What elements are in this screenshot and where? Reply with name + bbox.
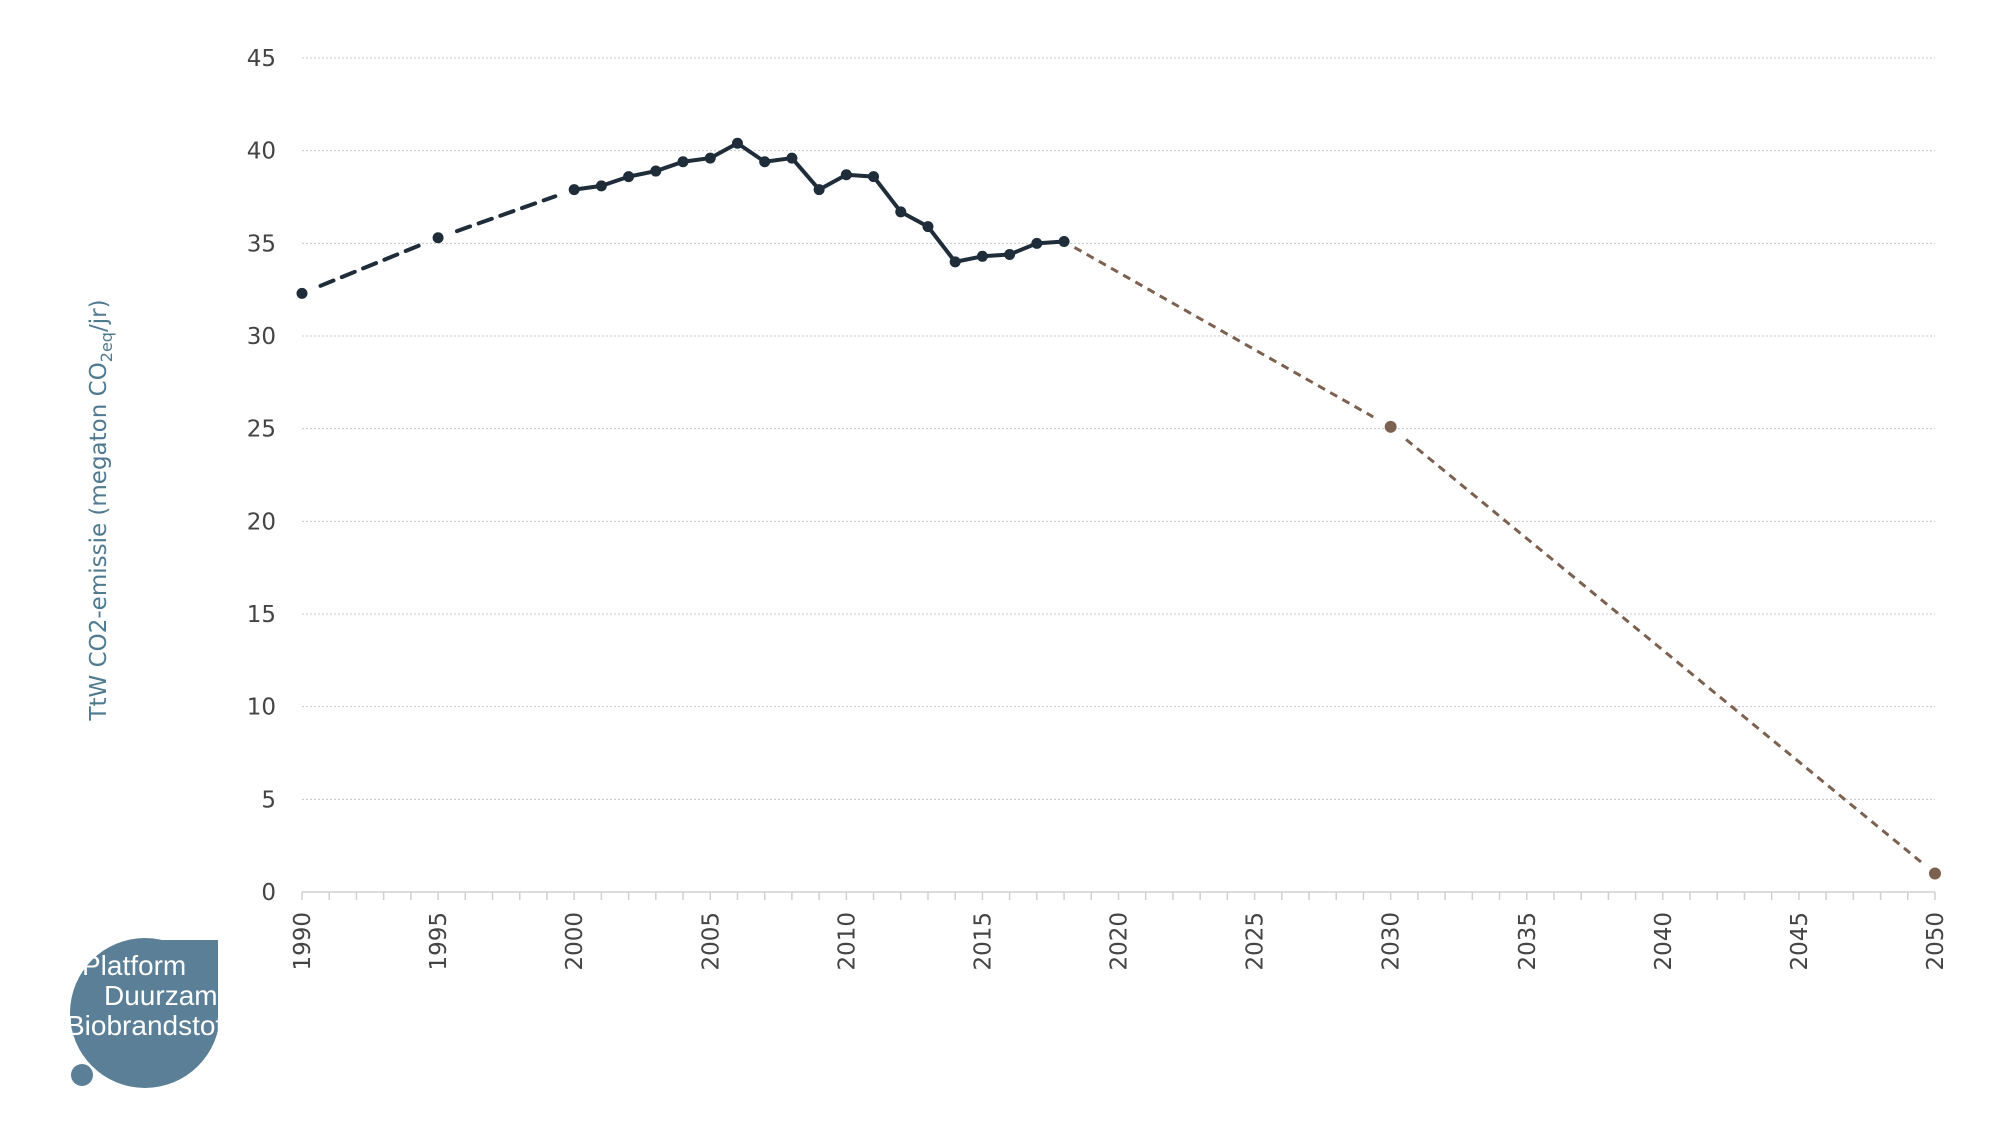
- point-historical-2004: [677, 156, 689, 168]
- y-tick-label-40: 40: [247, 139, 276, 165]
- point-historical-2012: [895, 206, 907, 218]
- y-tick-label-5: 5: [261, 787, 276, 813]
- x-tick-label-2015: 2015: [970, 912, 996, 971]
- y-tick-label-25: 25: [247, 417, 276, 443]
- x-tick-label-1990: 1990: [290, 912, 316, 971]
- point-historical-2013: [922, 221, 934, 233]
- y-tick-label-0: 0: [261, 880, 276, 906]
- axes: [301, 891, 1936, 900]
- y-tick-labels: 0 5 10 15 20 25 30 35 40 45: [247, 46, 276, 906]
- series-points: [296, 137, 1941, 880]
- x-tick-label-2030: 2030: [1379, 912, 1405, 971]
- x-tick-label-2045: 2045: [1787, 912, 1813, 971]
- series-historical-dashed-1: [318, 243, 422, 288]
- gridlines: [302, 57, 1935, 800]
- x-tick-label-2040: 2040: [1651, 912, 1677, 971]
- point-historical-2015: [976, 250, 988, 262]
- point-historical-2001: [595, 180, 607, 192]
- logo-line-3: Biobrandstoffen: [66, 1010, 262, 1041]
- y-axis-label: TtW CO2-emissie (megaton CO2eq/jr): [86, 299, 116, 721]
- logo-line-1: Platform: [82, 950, 186, 981]
- point-historical-2008: [786, 152, 798, 164]
- x-tick-label-2020: 2020: [1107, 912, 1133, 971]
- point-historical-2010: [840, 169, 852, 181]
- x-tick-label-2035: 2035: [1515, 912, 1541, 971]
- x-tick-label-2050: 2050: [1923, 912, 1949, 971]
- point-historical-2018: [1058, 235, 1070, 247]
- point-projection-2030: [1384, 420, 1397, 433]
- x-tick-label-2010: 2010: [834, 912, 860, 971]
- y-tick-label-15: 15: [247, 602, 276, 628]
- point-historical-2007: [759, 156, 771, 168]
- logo-square: [145, 940, 218, 1030]
- logo-line-2: Duurzame: [104, 980, 233, 1011]
- point-historical-2000: [568, 184, 580, 196]
- y-tick-label-20: 20: [247, 509, 276, 535]
- platform-logo: Platform Duurzame Biobrandstoffen: [66, 938, 262, 1088]
- y-tick-label-30: 30: [247, 324, 276, 350]
- series-historical-line: [573, 141, 1065, 264]
- series-historical-dashed-2: [454, 194, 558, 234]
- point-historical-2014: [949, 256, 961, 268]
- series-lines: [318, 141, 1924, 865]
- point-historical-2005: [704, 152, 716, 164]
- point-historical-1995: [432, 232, 444, 244]
- point-historical-2002: [623, 171, 635, 183]
- y-tick-label-45: 45: [247, 46, 276, 72]
- x-tick-label-2025: 2025: [1243, 912, 1269, 971]
- point-historical-2016: [1004, 248, 1016, 260]
- y-tick-label-10: 10: [247, 695, 276, 721]
- point-historical-2006: [731, 137, 743, 149]
- x-tick-label-2005: 2005: [698, 912, 724, 971]
- y-tick-label-35: 35: [247, 231, 276, 257]
- x-tick-labels: 1990 1995 2000 2005 2010 2015 2020 2025 2030 2035…: [290, 912, 1949, 971]
- point-projection-2050: [1929, 867, 1941, 880]
- point-historical-2003: [650, 165, 662, 177]
- point-historical-2017: [1031, 237, 1043, 249]
- series-projection-dashed-1: [1073, 246, 1375, 419]
- point-historical-1990: [296, 287, 308, 299]
- x-tick-label-1995: 1995: [426, 912, 452, 971]
- point-historical-2011: [868, 171, 880, 183]
- point-historical-2009: [813, 184, 825, 196]
- x-tick-label-2000: 2000: [562, 912, 588, 971]
- logo-dot: [71, 1064, 93, 1086]
